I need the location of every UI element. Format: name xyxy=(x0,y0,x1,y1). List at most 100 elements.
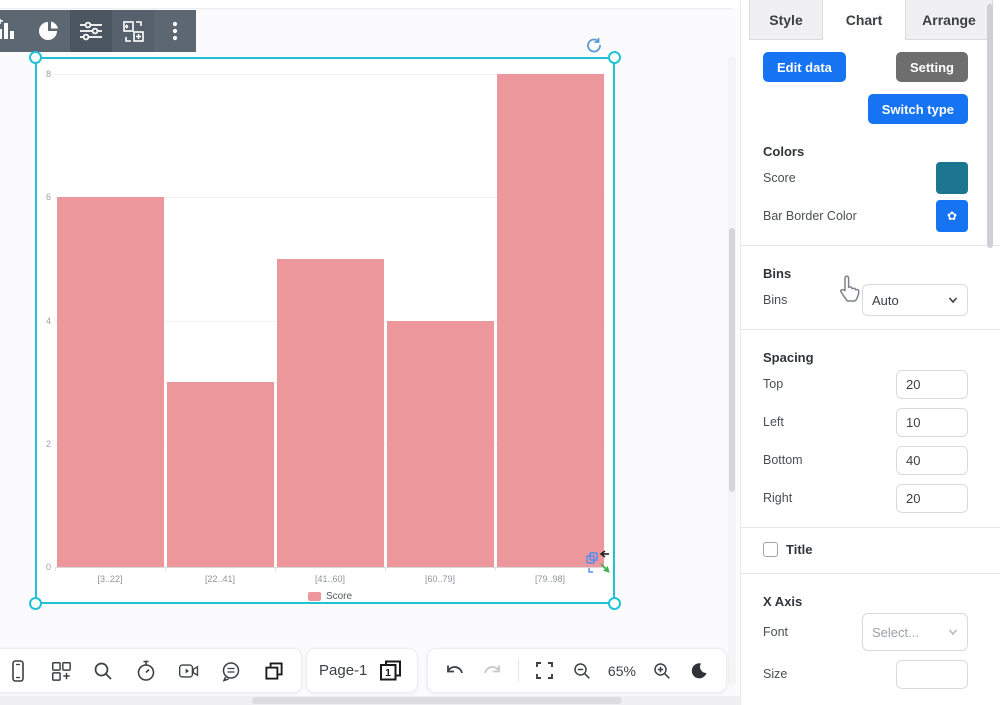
tab-chart[interactable]: Chart xyxy=(825,0,903,40)
spacing-left-label: Left xyxy=(763,415,784,429)
font-select[interactable]: Select... xyxy=(862,613,968,651)
spacing-right-row: Right xyxy=(763,479,968,517)
spacing-header: Spacing xyxy=(763,350,814,365)
switch-type-button[interactable]: Switch type xyxy=(867,94,968,124)
zoom-in-icon[interactable] xyxy=(651,660,673,682)
section-divider xyxy=(741,573,1000,574)
chart-bar xyxy=(386,320,494,567)
vertical-scrollbar[interactable] xyxy=(728,56,736,686)
bins-header: Bins xyxy=(763,266,792,281)
bar-border-color-swatch[interactable]: ✿ xyxy=(936,200,968,232)
chart-bar xyxy=(496,74,604,567)
search-icon[interactable] xyxy=(92,660,114,682)
x-tick-label: [22..41] xyxy=(204,574,236,584)
shape-quick-actions[interactable] xyxy=(585,550,615,576)
resize-handle-bottom-right[interactable] xyxy=(608,597,621,610)
undo-icon[interactable] xyxy=(444,660,466,682)
move-arrow-icon xyxy=(599,550,609,558)
spacing-left-row: Left xyxy=(763,403,968,441)
chart-bar xyxy=(276,258,384,567)
timer-icon[interactable] xyxy=(135,660,157,682)
y-tick-label: 8 xyxy=(45,69,51,79)
score-color-swatch[interactable] xyxy=(936,162,968,194)
score-label: Score xyxy=(763,171,796,185)
sliders-icon[interactable] xyxy=(70,10,112,52)
panel-scrollbar[interactable] xyxy=(986,0,994,705)
section-divider xyxy=(741,527,1000,528)
vertical-scrollbar-thumb[interactable] xyxy=(729,228,735,492)
fullscreen-icon[interactable] xyxy=(534,660,556,682)
chevron-down-icon xyxy=(948,629,958,636)
spacing-left-input[interactable] xyxy=(896,407,968,437)
pages-icon[interactable]: 1 xyxy=(377,658,405,684)
tab-style[interactable]: Style xyxy=(749,0,823,40)
tab-arrange[interactable]: Arrange xyxy=(905,0,993,40)
x-axis-header: X Axis xyxy=(763,594,803,609)
redo-icon[interactable] xyxy=(481,660,503,682)
section-divider xyxy=(741,245,1000,246)
x-tick-label: [60..79] xyxy=(424,574,456,584)
selected-chart-shape[interactable]: 0 2 4 6 8 [3..22] [22..41] [41..60] [60..79] [79.… xyxy=(29,51,621,610)
title-row: Title xyxy=(763,537,968,561)
add-widget-icon[interactable] xyxy=(50,660,72,682)
size-input[interactable] xyxy=(896,659,968,689)
edit-data-button[interactable]: Edit data xyxy=(763,52,846,82)
canvas[interactable]: 0 2 4 6 8 [3..22] [22..41] [41..60] [60..79] [79.… xyxy=(0,0,740,705)
page-name[interactable]: Page-1 xyxy=(319,662,368,679)
title-checkbox[interactable] xyxy=(763,541,778,557)
axis-tick xyxy=(165,567,166,571)
chart-plot: 0 2 4 6 8 [3..22] [22..41] [41..60] [60..79] [79.… xyxy=(37,59,613,602)
device-icon[interactable] xyxy=(7,659,29,682)
bar-chart-icon[interactable] xyxy=(0,10,28,52)
bins-row: Bins Auto xyxy=(763,281,968,319)
page-number: 1 xyxy=(385,667,391,679)
spacing-top-input[interactable] xyxy=(896,369,968,399)
record-icon[interactable] xyxy=(178,660,200,682)
title-label: Title xyxy=(786,541,813,557)
spacing-top-row: Top xyxy=(763,365,968,403)
zoom-level[interactable]: 65% xyxy=(607,662,636,679)
font-label: Font xyxy=(763,625,789,639)
y-gridline xyxy=(55,567,605,568)
spacing-right-input[interactable] xyxy=(896,483,968,513)
setting-button[interactable]: Setting xyxy=(895,52,968,82)
resize-handle-bottom-left[interactable] xyxy=(29,597,42,610)
score-color-row: Score xyxy=(763,159,968,197)
corner-mark-icon xyxy=(588,568,593,573)
pages-overview-icon[interactable] xyxy=(263,660,285,682)
resize-handle-top-right[interactable] xyxy=(608,51,621,64)
colors-header: Colors xyxy=(763,144,805,159)
chevron-down-icon xyxy=(948,297,958,304)
rotate-handle-icon[interactable] xyxy=(585,36,603,54)
comment-icon[interactable] xyxy=(220,660,242,682)
axis-tick xyxy=(275,567,276,571)
y-gridline xyxy=(55,197,605,199)
swap-shape-icon[interactable] xyxy=(112,10,154,52)
properties-panel: Style Chart Arrange Edit data Setting Sw… xyxy=(740,0,1000,705)
panel-tabs: Style Chart Arrange xyxy=(741,0,1000,40)
x-tick-label: [79..98] xyxy=(534,574,566,584)
size-row: Size xyxy=(763,655,968,693)
dark-mode-icon[interactable] xyxy=(688,660,710,682)
legend-label: Score xyxy=(325,591,353,602)
canvas-top-border xyxy=(0,8,733,9)
axis-tick xyxy=(55,567,56,571)
chart-legend: Score xyxy=(55,591,605,602)
pie-chart-icon[interactable] xyxy=(28,10,70,52)
horizontal-scrollbar[interactable] xyxy=(0,696,740,705)
spacing-bottom-input[interactable] xyxy=(896,445,968,475)
resize-handle-top-left[interactable] xyxy=(29,51,42,64)
horizontal-scrollbar-thumb[interactable] xyxy=(252,697,622,704)
bar-border-label: Bar Border Color xyxy=(763,209,857,223)
spacing-bottom-row: Bottom xyxy=(763,441,968,479)
panel-scrollbar-thumb[interactable] xyxy=(987,4,993,248)
bins-select[interactable]: Auto xyxy=(862,284,968,316)
zoom-out-icon[interactable] xyxy=(571,660,593,682)
spacing-right-label: Right xyxy=(763,491,793,505)
spacing-bottom-label: Bottom xyxy=(763,453,803,467)
font-select-value: Select... xyxy=(872,624,919,640)
more-vertical-icon[interactable] xyxy=(154,10,196,52)
chart-bar xyxy=(166,382,274,567)
section-divider xyxy=(741,329,1000,330)
